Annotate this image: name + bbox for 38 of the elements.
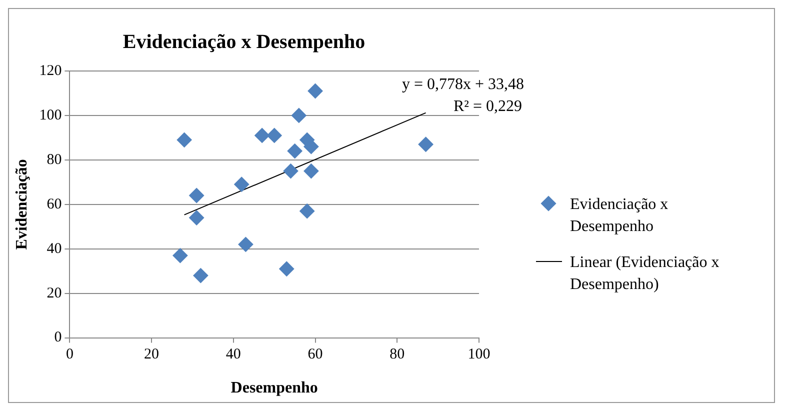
point (189, 188, 204, 204)
x-tick-label: 40 (226, 346, 241, 363)
x-tick-label: 100 (468, 346, 490, 363)
point (418, 136, 434, 152)
x-tick-label: 20 (144, 346, 160, 363)
legend-label: Linear (Evidenciação x Desempenho) (570, 253, 720, 295)
y-tick-label: 120 (39, 62, 62, 79)
point (234, 176, 250, 192)
point (266, 128, 282, 143)
x-axis-title: Desempenho (230, 380, 318, 397)
y-tick-label: 80 (46, 152, 62, 168)
chart-title: Evidenciação x Desempenho (122, 31, 366, 54)
x-tick-label: 80 (390, 346, 405, 363)
y-axis-title: Evidenciação (14, 159, 31, 250)
point (189, 210, 204, 226)
point (176, 132, 192, 148)
x-tick-label: 60 (308, 346, 323, 363)
point (254, 128, 270, 143)
point (283, 164, 298, 179)
point (287, 144, 302, 159)
legend-label: Evidenciação x Desempenho (570, 195, 670, 237)
point (304, 164, 319, 179)
y-tick-label: 40 (46, 240, 62, 257)
y-tick-label: 0 (54, 330, 62, 346)
annotation: R² = 0,229 (454, 98, 522, 116)
annotation: y = 0,778x + 33,48 (402, 76, 524, 94)
point (308, 84, 323, 99)
point (172, 248, 188, 264)
y-tick-label: 20 (46, 285, 62, 302)
x-tick-label: 0 (66, 346, 74, 363)
y-tick-label: 100 (39, 107, 62, 124)
point (291, 108, 306, 123)
point (300, 204, 315, 219)
point (304, 139, 319, 154)
point (193, 268, 208, 284)
point (238, 236, 254, 252)
y-tick-label: 60 (46, 196, 62, 212)
point (279, 261, 294, 276)
